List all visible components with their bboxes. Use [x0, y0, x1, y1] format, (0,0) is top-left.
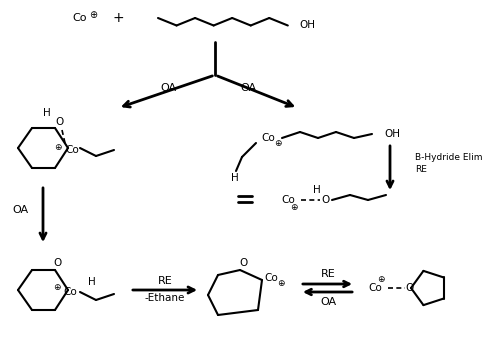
Text: OA: OA: [320, 297, 336, 307]
Text: OA: OA: [240, 83, 256, 93]
Text: O: O: [321, 195, 329, 205]
Text: ⊕: ⊕: [274, 139, 282, 147]
Text: H: H: [313, 185, 321, 195]
Text: O: O: [54, 258, 62, 268]
Text: RE: RE: [320, 269, 336, 279]
Text: H: H: [231, 173, 239, 183]
Text: OA: OA: [160, 83, 176, 93]
Text: O: O: [406, 283, 414, 293]
Text: ⊕: ⊕: [53, 284, 61, 293]
Text: O: O: [55, 117, 63, 127]
Text: Co: Co: [368, 283, 382, 293]
Text: H: H: [88, 277, 96, 287]
Text: ⊕: ⊕: [54, 143, 62, 153]
Text: ⊕: ⊕: [378, 275, 385, 284]
Text: ⊕: ⊕: [290, 202, 298, 212]
Text: -Ethane: -Ethane: [145, 293, 185, 303]
Text: H: H: [43, 108, 51, 118]
Text: Co: Co: [73, 13, 88, 23]
Text: RE: RE: [415, 166, 427, 175]
Text: +: +: [112, 11, 124, 25]
Text: Co: Co: [264, 273, 278, 283]
Text: Co: Co: [65, 145, 79, 155]
Text: OA: OA: [12, 205, 28, 215]
Text: Co: Co: [281, 195, 295, 205]
Text: OH: OH: [384, 129, 400, 139]
Text: O: O: [239, 258, 247, 268]
Text: ⊕: ⊕: [277, 280, 285, 288]
Text: Co: Co: [261, 133, 275, 143]
Text: ⊕: ⊕: [89, 10, 97, 20]
Text: Co: Co: [63, 287, 77, 297]
Text: RE: RE: [158, 276, 172, 286]
Text: B-Hydride Elim: B-Hydride Elim: [415, 154, 482, 163]
Text: OH: OH: [300, 21, 316, 31]
